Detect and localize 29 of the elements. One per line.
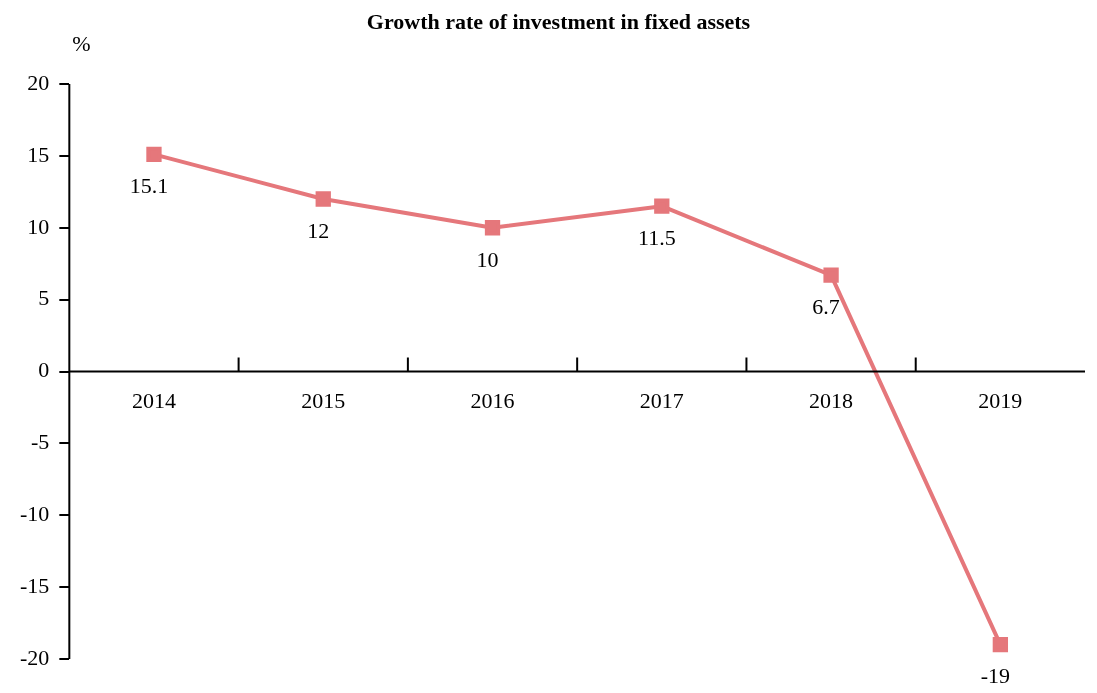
point xyxy=(315,191,331,207)
y-tick-label: -20 xyxy=(20,644,50,670)
y-tick-label: -5 xyxy=(31,429,50,455)
x-tick-label: 2018 xyxy=(809,388,854,414)
point xyxy=(654,198,670,214)
data-label: 6.7 xyxy=(812,293,840,319)
data-label: 12 xyxy=(307,217,330,243)
x-tick-label: 2017 xyxy=(639,388,684,414)
y-tick-label: 10 xyxy=(27,213,50,239)
y-tick-label: -15 xyxy=(20,572,50,598)
y-tick-label: 5 xyxy=(38,285,50,311)
x-tick-label: 2019 xyxy=(978,388,1023,414)
x-tick-label: 2014 xyxy=(131,388,176,414)
point xyxy=(146,146,162,163)
y-tick-label: 20 xyxy=(27,69,50,95)
chart-title: Growth rate of investment in fixed assets xyxy=(366,8,751,34)
point xyxy=(823,267,839,283)
y-tick-label: 15 xyxy=(27,141,50,167)
data-label: 10 xyxy=(476,246,499,272)
y-tick-label: 0 xyxy=(38,357,50,383)
y-tick-label: -10 xyxy=(20,501,50,527)
data-label: 15.1 xyxy=(129,173,169,199)
x-tick-label: 2015 xyxy=(301,388,346,414)
point xyxy=(484,220,501,236)
x-tick-label: 2016 xyxy=(470,388,515,414)
data-label: 11.5 xyxy=(637,224,676,250)
y-axis-title: % xyxy=(72,30,91,56)
data-label: -19 xyxy=(980,663,1011,689)
point xyxy=(992,636,1009,653)
